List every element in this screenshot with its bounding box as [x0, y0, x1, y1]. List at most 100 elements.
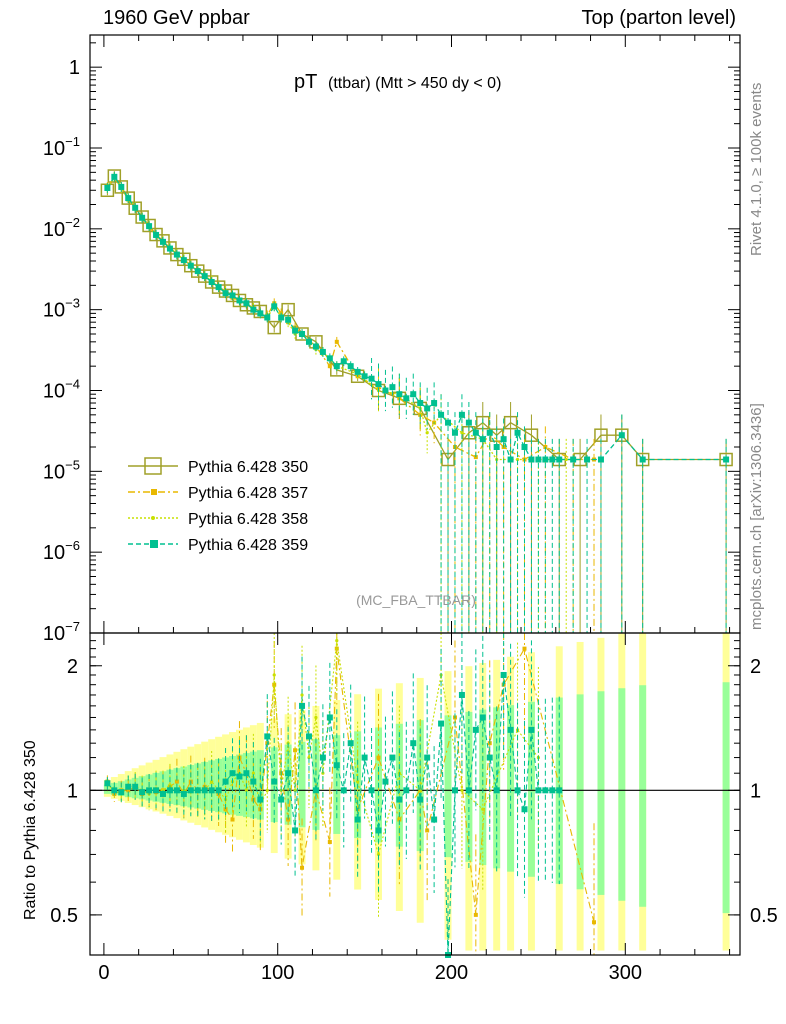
ratio-point	[285, 770, 292, 777]
ratio-point	[326, 714, 333, 721]
data-point	[121, 191, 135, 205]
ratio-point	[111, 787, 118, 794]
data-point	[333, 363, 340, 370]
data-point	[128, 201, 142, 215]
legend-marker	[151, 489, 157, 495]
data-point	[382, 387, 389, 394]
ratio-point	[403, 787, 410, 794]
ratio-point	[458, 691, 465, 698]
ratio-band-inner	[479, 709, 487, 866]
top-series-group	[100, 169, 733, 633]
data-point	[347, 363, 354, 370]
x-tick-label: 0	[98, 962, 109, 984]
data-point	[327, 364, 332, 369]
data-point	[187, 262, 194, 269]
data-point	[597, 456, 604, 463]
data-point	[507, 456, 514, 463]
data-point	[194, 268, 201, 275]
data-point	[114, 180, 129, 194]
ratio-point	[451, 787, 458, 794]
ratio-y-tick-label-right: 1	[750, 780, 761, 802]
data-point	[431, 400, 438, 407]
ratio-point	[417, 796, 424, 803]
y-tick-label: 10−2	[43, 215, 80, 241]
ratio-point	[333, 762, 340, 769]
data-point	[299, 331, 306, 337]
ratio-point	[139, 789, 146, 796]
ratio-point	[257, 796, 264, 803]
data-point	[278, 314, 285, 321]
ratio-point	[335, 639, 339, 643]
ratio-point	[314, 715, 318, 720]
data-point	[142, 218, 156, 233]
ratio-point	[250, 778, 257, 785]
ratio-point	[592, 920, 597, 925]
data-point	[243, 300, 250, 307]
data-point	[236, 297, 243, 304]
ratio-point	[465, 787, 472, 794]
data-point	[111, 173, 118, 180]
y-tick-base: 10	[43, 219, 65, 241]
ratio-point	[340, 787, 347, 794]
ratio-point	[168, 783, 172, 787]
ratio-point	[146, 787, 153, 794]
data-point	[486, 429, 493, 436]
y-tick-exp: −3	[65, 296, 80, 311]
ratio-band-inner	[222, 757, 230, 814]
data-point	[723, 456, 730, 463]
ratio-point	[556, 787, 563, 794]
ratio-point	[166, 787, 173, 794]
ratio-point	[293, 748, 298, 753]
ratio-point	[243, 770, 250, 777]
ratio-y-axis-label: Ratio to Pythia 6.428 350	[22, 740, 39, 920]
data-point	[180, 257, 187, 264]
data-point	[229, 292, 236, 299]
ratio-point	[210, 779, 214, 784]
data-point	[528, 456, 535, 463]
data-point	[250, 306, 257, 313]
data-point	[125, 195, 132, 202]
legend-marker	[144, 457, 162, 475]
ratio-point	[479, 714, 486, 721]
ratio-point	[292, 827, 299, 834]
data-point	[107, 169, 122, 183]
y-tick-label: 10−7	[43, 619, 80, 645]
data-point	[334, 339, 339, 344]
data-point	[173, 251, 180, 258]
data-point	[146, 223, 153, 230]
data-point	[271, 303, 278, 310]
ratio-point	[431, 816, 438, 823]
data-point	[479, 436, 486, 443]
ratio-point	[319, 754, 326, 761]
data-point	[542, 456, 549, 463]
data-point	[438, 411, 445, 418]
legend-label: Pythia 6.428 358	[188, 511, 308, 528]
data-point	[285, 316, 292, 323]
ratio-y-tick-label: 0.5	[50, 905, 78, 927]
data-point	[166, 245, 173, 252]
data-point	[222, 290, 229, 297]
ratio-point	[356, 779, 360, 784]
data-point	[257, 310, 264, 317]
y-tick-exp: −7	[65, 619, 80, 634]
ratio-series-group	[104, 633, 597, 958]
ratio-point	[132, 783, 139, 790]
data-point	[403, 395, 410, 402]
data-point	[503, 415, 518, 430]
ratio-point	[334, 646, 339, 651]
ratio-band-inner	[722, 682, 730, 914]
ratio-point	[473, 912, 478, 917]
data-point	[354, 368, 361, 375]
data-point	[368, 375, 375, 382]
y-tick-base: 10	[43, 138, 65, 160]
y-tick-exp: −5	[65, 457, 80, 472]
data-point	[410, 391, 417, 398]
ratio-point	[104, 780, 111, 787]
data-point	[584, 456, 591, 463]
data-point	[549, 456, 556, 463]
data-point	[312, 343, 319, 350]
ratio-point	[201, 787, 208, 794]
ratio-point	[208, 787, 215, 794]
data-point	[389, 384, 396, 391]
ratio-band-inner	[618, 688, 626, 901]
